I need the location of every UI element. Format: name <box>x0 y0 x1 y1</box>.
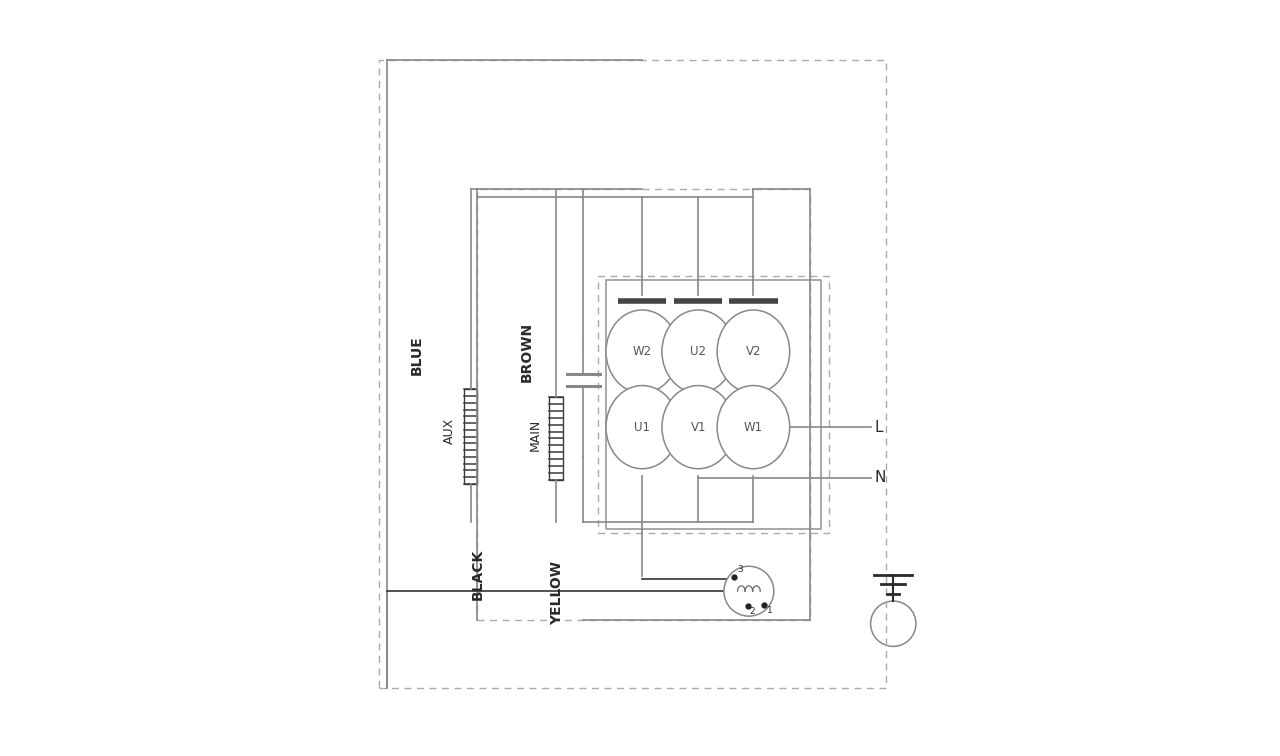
Text: 1: 1 <box>767 606 773 615</box>
Text: BLUE: BLUE <box>410 336 424 375</box>
Text: BROWN: BROWN <box>520 321 534 382</box>
Text: 2: 2 <box>749 607 755 616</box>
Text: W2: W2 <box>632 345 652 358</box>
Ellipse shape <box>662 386 735 469</box>
Circle shape <box>724 566 774 616</box>
Text: BLACK: BLACK <box>471 549 484 600</box>
Text: U1: U1 <box>635 420 650 434</box>
Text: AUX: AUX <box>443 418 456 444</box>
Text: L: L <box>874 420 883 435</box>
Text: YELLOW: YELLOW <box>550 562 564 625</box>
Circle shape <box>870 601 916 646</box>
Text: W1: W1 <box>744 420 763 434</box>
Ellipse shape <box>662 310 735 393</box>
Ellipse shape <box>605 386 678 469</box>
Text: U2: U2 <box>690 345 707 358</box>
Text: MAIN: MAIN <box>529 419 543 451</box>
Ellipse shape <box>717 386 790 469</box>
Text: N: N <box>874 470 886 485</box>
Ellipse shape <box>717 310 790 393</box>
Text: V1: V1 <box>690 420 707 434</box>
Text: V2: V2 <box>746 345 762 358</box>
Ellipse shape <box>605 310 678 393</box>
Text: 3: 3 <box>737 565 742 574</box>
